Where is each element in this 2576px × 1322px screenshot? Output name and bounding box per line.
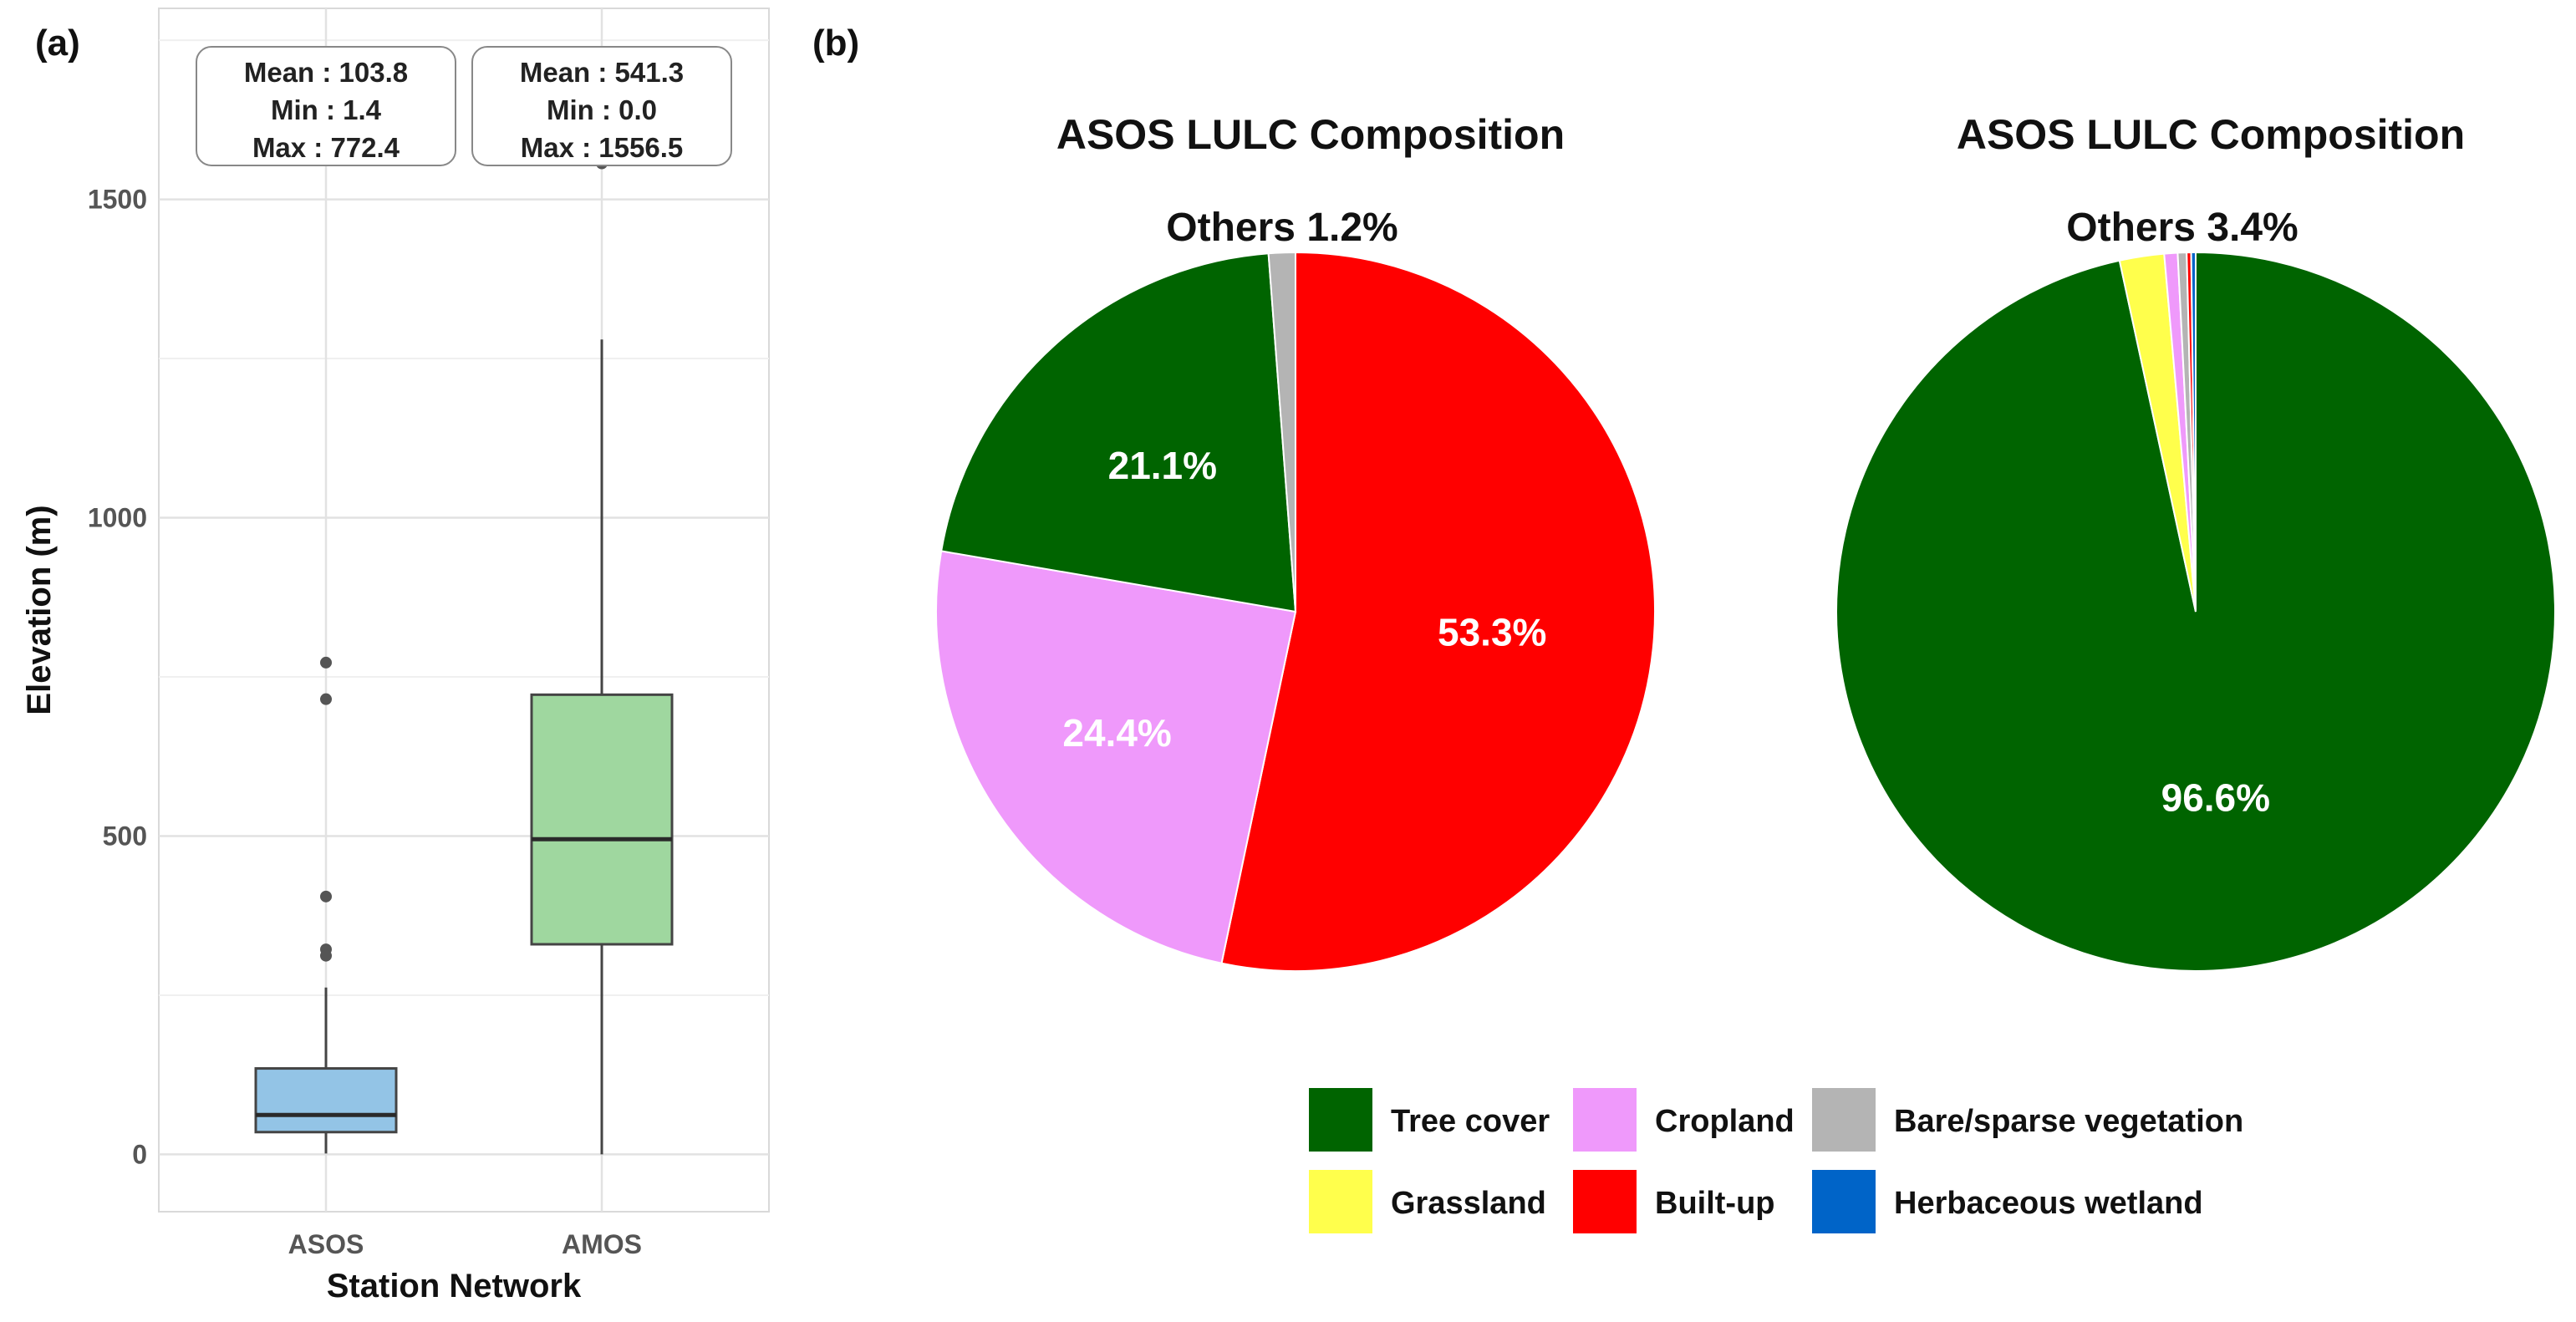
stat-min: Min : 0.0 (547, 94, 657, 125)
pie-chart-1: 53.3% 24.4% 21.1% ASOS LULC Composition Othe… (935, 111, 1656, 972)
pie-title: ASOS LULC Composition (1957, 111, 2465, 158)
y-tick-label: 500 (103, 821, 147, 851)
plot-area (158, 8, 770, 1213)
boxplot-chart: 0 500 1000 1500 ASOS Mean : 103.8 Min : 1.4 Max… (21, 8, 770, 1304)
outlier-point (320, 890, 332, 903)
legend-swatch (1309, 1088, 1372, 1152)
panel-label-a: (a) (35, 23, 80, 64)
stats-box (471, 46, 732, 166)
legend-swatch (1309, 1170, 1372, 1233)
box-amos (530, 693, 674, 946)
slice-percent-label: 24.4% (1062, 711, 1171, 755)
legend-label: Built-up (1655, 1186, 1775, 1221)
outlier-point (320, 693, 332, 705)
y-tick-label: 0 (132, 1139, 147, 1169)
pie-slice-cropland (935, 550, 1297, 964)
pie-slice-herbaceous-wetland (2190, 251, 2197, 613)
y-tick-label: 1500 (88, 185, 147, 215)
stat-mean: Mean : 541.3 (520, 57, 684, 88)
legend-label: Herbaceous wetland (1894, 1186, 2203, 1221)
outlier-point (320, 656, 332, 669)
legend-label: Cropland (1655, 1104, 1795, 1139)
slice-percent-label: 96.6% (2161, 775, 2270, 819)
others-label: Others 1.2% (1166, 206, 1397, 250)
box-asos (254, 1067, 398, 1134)
legend: Tree cover Cropland Bare/sparse vegetation… (1309, 1088, 2243, 1233)
stats-box (196, 46, 456, 166)
legend-label: Tree cover (1391, 1104, 1550, 1139)
legend-swatch (1812, 1170, 1876, 1233)
slice-percent-label: 53.3% (1438, 610, 1546, 653)
stat-min: Min : 1.4 (271, 94, 382, 125)
y-tick-label: 1000 (88, 503, 147, 533)
x-tick-label: AMOS (562, 1229, 642, 1259)
legend-swatch (1573, 1170, 1637, 1233)
legend-swatch (1812, 1088, 1876, 1152)
x-axis-title: Station Network (327, 1268, 582, 1304)
stat-max: Max : 772.4 (252, 132, 400, 163)
stat-mean: Mean : 103.8 (244, 57, 408, 88)
pie-chart-2: 96.6% ASOS LULC Composition Others 3.4% (1835, 111, 2556, 972)
stat-max: Max : 1556.5 (521, 132, 683, 163)
legend-swatch (1573, 1088, 1637, 1152)
pie-slice-built-up (1220, 251, 1656, 972)
outlier-point (320, 949, 332, 962)
slice-percent-label: 21.1% (1108, 444, 1217, 487)
pie-slice-bare-sparse-vegetation (1267, 251, 1296, 613)
panel-label-b: (b) (812, 23, 859, 64)
legend-label: Bare/sparse vegetation (1894, 1104, 2243, 1139)
pie-slice-tree-cover (940, 252, 1297, 613)
x-tick-label: ASOS (288, 1229, 364, 1259)
pie-title: ASOS LULC Composition (1056, 111, 1565, 158)
others-label: Others 3.4% (2066, 206, 2298, 250)
y-axis-title: Elevation (m) (21, 505, 58, 714)
legend-label: Grassland (1391, 1186, 1546, 1221)
